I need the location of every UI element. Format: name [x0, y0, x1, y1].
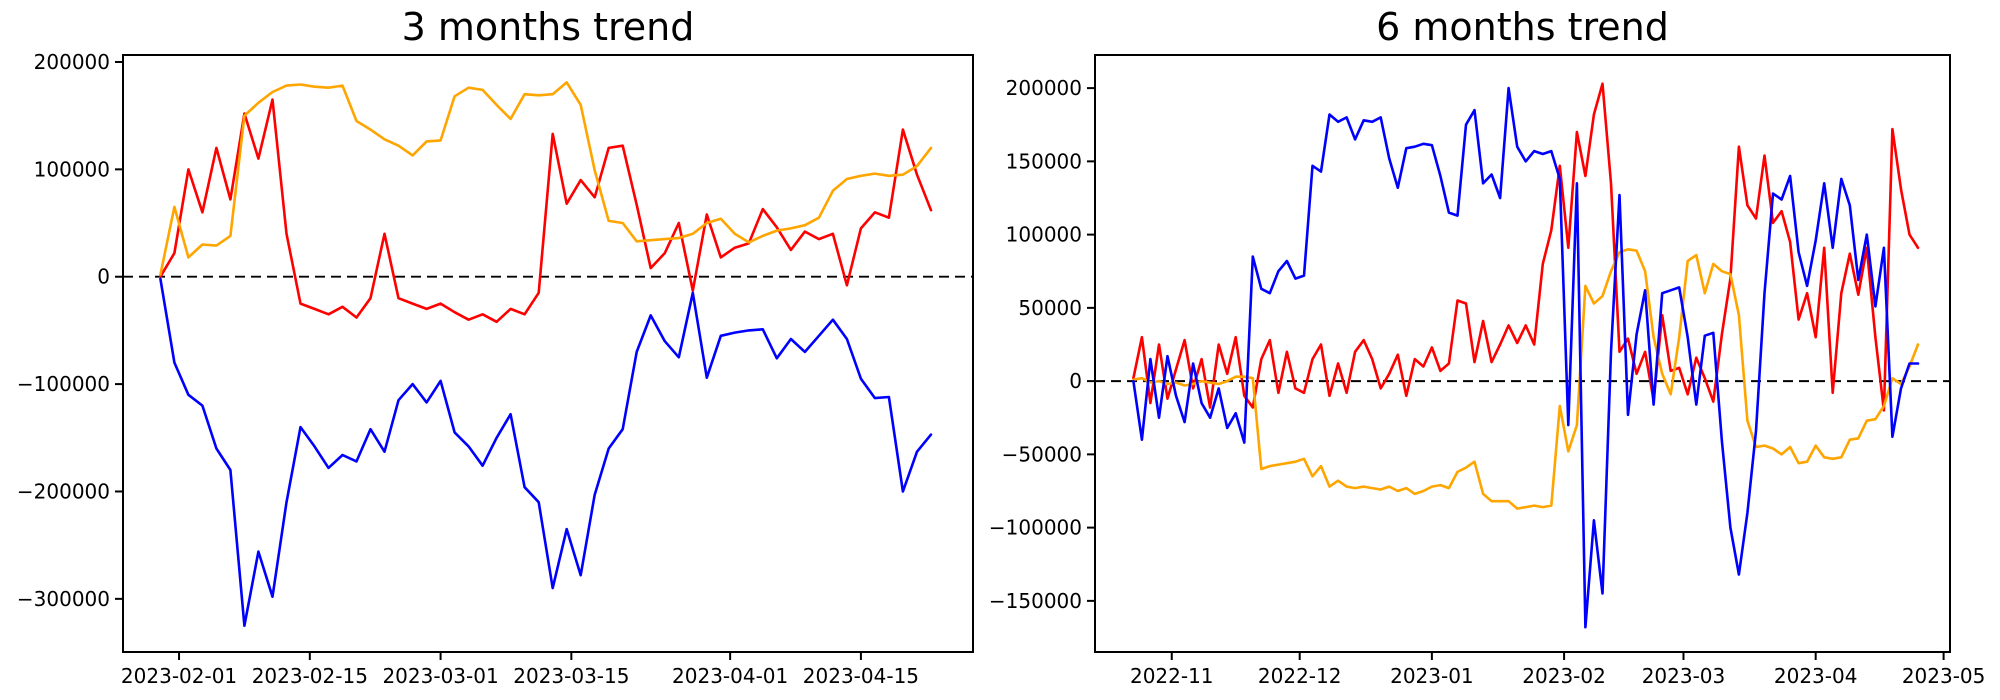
y-tick-label: −200000: [17, 479, 110, 503]
y-tick-label: −150000: [989, 589, 1082, 613]
chart-1-group: 200000 150000 100000 50000 0 −50000 −100000 −15…: [989, 54, 1986, 688]
chart-0-group: 200000 100000 0 −100000 −200000 −300000 2023-0…: [17, 50, 974, 688]
series-red-line: [1132, 82, 1920, 412]
x-tick-label: 2023-04-15: [803, 664, 919, 688]
y-tick-label: 200000: [34, 50, 110, 74]
x-tick-label: 2023-03-15: [513, 664, 629, 688]
series-blue-line: [159, 277, 933, 628]
y-tick-label: 0: [1069, 369, 1082, 393]
x-tick-label: 2023-02-01: [121, 664, 237, 688]
x-tick-label: 2023-03-01: [382, 664, 498, 688]
x-tick-label: 2022-11: [1130, 664, 1214, 688]
x-tick-label: 2022-12: [1258, 664, 1342, 688]
y-tick-label: −300000: [17, 587, 110, 611]
x-tick-label: 2023-05: [1902, 664, 1986, 688]
y-tick-label: 200000: [1006, 76, 1082, 100]
chart-title-6-months: 6 months trend: [1376, 5, 1669, 49]
y-tick-label: 150000: [1006, 149, 1082, 173]
x-tick-label: 2023-02-15: [252, 664, 368, 688]
x-tick-label: 2023-04-01: [672, 664, 788, 688]
plot-area: [1094, 54, 1951, 653]
chart-title-3-months: 3 months trend: [401, 5, 695, 49]
y-tick-label: 0: [97, 265, 110, 289]
y-tick-label: 100000: [34, 157, 110, 181]
x-tick-label: 2023-01: [1390, 664, 1474, 688]
series-orange-line: [159, 81, 933, 276]
series-blue-line: [1132, 86, 1920, 629]
y-tick-label: 50000: [1018, 296, 1082, 320]
x-tick-label: 2023-04: [1774, 664, 1858, 688]
series-orange-line: [1132, 248, 1920, 510]
y-tick-label: −100000: [17, 372, 110, 396]
x-tick-label: 2023-02: [1522, 664, 1606, 688]
y-tick-label: 100000: [1006, 223, 1082, 247]
y-tick-label: −100000: [989, 516, 1082, 540]
series-red-line: [159, 98, 933, 324]
x-tick-label: 2023-03: [1642, 664, 1726, 688]
y-tick-label: −50000: [1002, 442, 1082, 466]
